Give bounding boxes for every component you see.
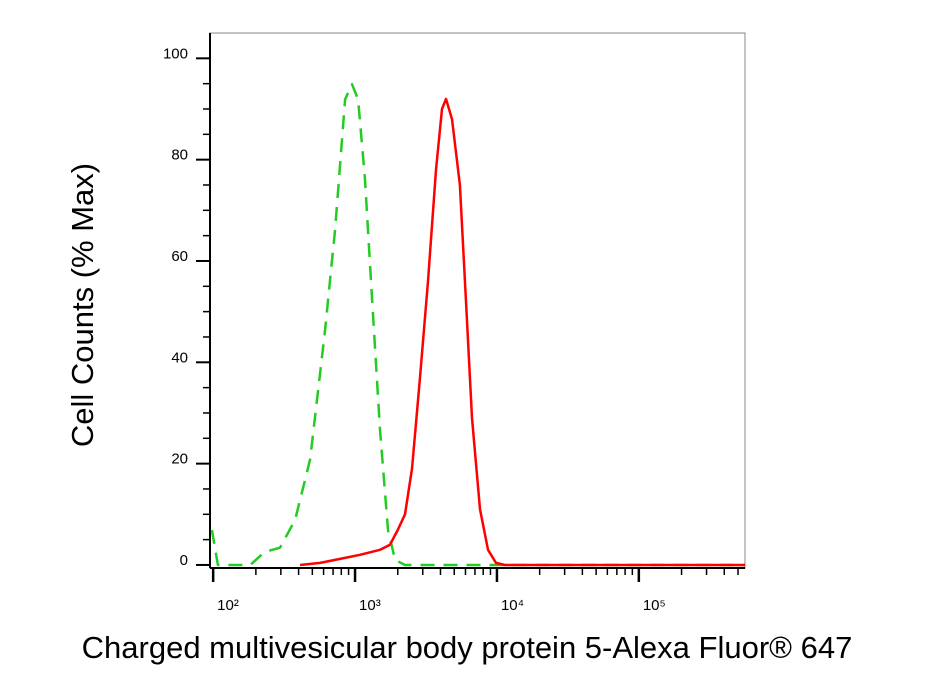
y-tick-label: 20 xyxy=(171,451,188,468)
y-tick-label: 100 xyxy=(163,45,188,62)
x-axis-label: Charged multivesicular body protein 5-Al… xyxy=(82,630,853,665)
y-tick-label: 60 xyxy=(171,248,188,265)
y-tick-label: 0 xyxy=(180,552,188,569)
x-tick-label: 10⁵ xyxy=(643,597,666,614)
series-line xyxy=(299,97,745,567)
y-axis-label: Cell Counts (% Max) xyxy=(65,163,100,447)
x-tick-label: 10⁴ xyxy=(501,597,524,614)
x-tick-label: 10³ xyxy=(359,597,381,614)
y-tick-label: 40 xyxy=(171,349,188,366)
series-line xyxy=(210,82,745,567)
y-tick-label: 80 xyxy=(171,147,188,164)
x-tick-label: 10² xyxy=(217,597,239,614)
